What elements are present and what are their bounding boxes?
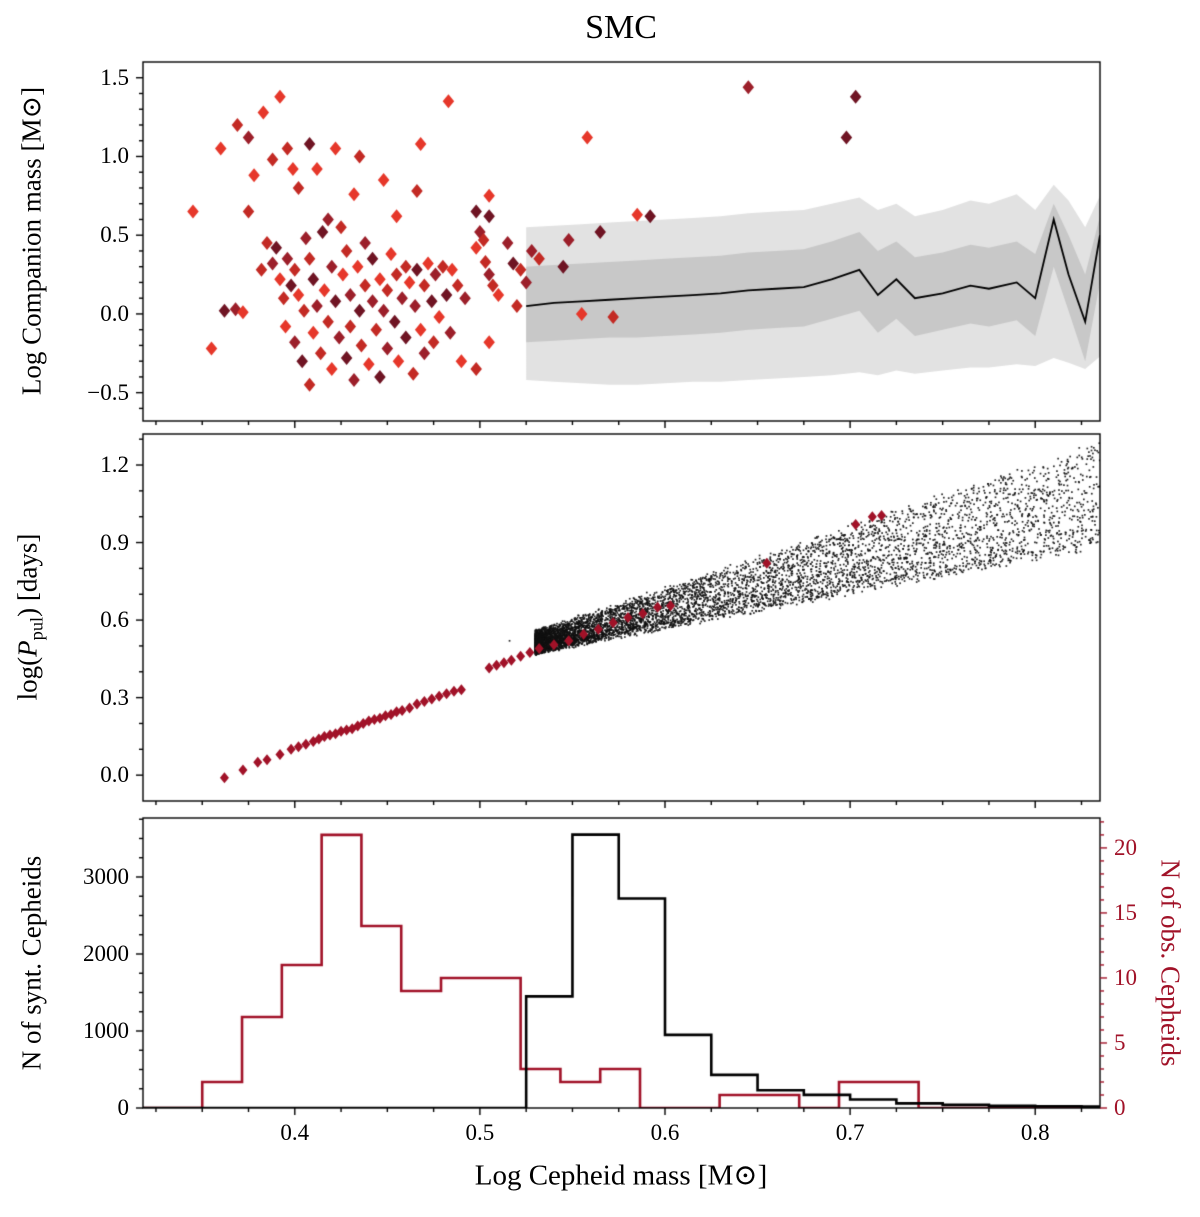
y-tick-label-p1: −0.5 xyxy=(87,379,129,405)
ylabel-p2-prefix: log( xyxy=(12,656,43,701)
x-tick-label: 0.5 xyxy=(465,1120,495,1145)
ylabel-p2-symbol: P xyxy=(12,640,43,657)
xlabel-cepheid-mass: Log Cepheid mass [M⊙] xyxy=(474,1159,768,1192)
y-tick-label-p1: 0.5 xyxy=(100,222,129,248)
y-tick-label-obs: 10 xyxy=(1114,964,1137,990)
x-tick-label: 0.8 xyxy=(1020,1120,1050,1145)
y-tick-label-p2: 0.9 xyxy=(100,529,129,555)
y-tick-label-obs: 20 xyxy=(1114,834,1137,860)
y-tick-label-synt: 3000 xyxy=(83,863,129,889)
y-tick-label-p2: 0.0 xyxy=(100,762,129,788)
y-tick-label-obs: 15 xyxy=(1114,899,1137,925)
ylabel-obs-cepheids: N of obs. Cepheids xyxy=(1155,859,1186,1067)
ylabel-companion-mass: Log Companion mass [M⊙] xyxy=(16,86,47,396)
y-tick-label-p1: 0.0 xyxy=(100,300,129,326)
y-tick-label-obs: 5 xyxy=(1114,1029,1126,1055)
x-tick-label: 0.7 xyxy=(835,1120,865,1145)
figure-title: SMC xyxy=(585,9,657,46)
x-tick-label: 0.4 xyxy=(280,1120,310,1145)
ylabel-pulsation-period: log(Ppul) [days] xyxy=(12,534,47,701)
ylabel-p2-suffix: ) [days] xyxy=(12,533,43,617)
x-tick-label: 0.6 xyxy=(650,1120,680,1145)
y-tick-label-synt: 0 xyxy=(117,1095,130,1120)
y-tick-label-p1: 1.5 xyxy=(100,64,129,90)
y-tick-label-synt: 1000 xyxy=(83,1017,129,1043)
y-tick-label-obs: 0 xyxy=(1114,1095,1126,1120)
y-tick-label-p2: 0.3 xyxy=(100,684,129,710)
y-tick-label-p2: 1.2 xyxy=(100,452,129,477)
ylabel-synt-cepheids: N of synt. Cepheids xyxy=(16,855,47,1071)
y-tick-label-synt: 2000 xyxy=(83,940,129,966)
y-tick-label-p1: 1.0 xyxy=(100,143,129,169)
ylabel-p2-subscript: pul xyxy=(26,616,47,641)
y-tick-label-p2: 0.6 xyxy=(100,607,129,633)
